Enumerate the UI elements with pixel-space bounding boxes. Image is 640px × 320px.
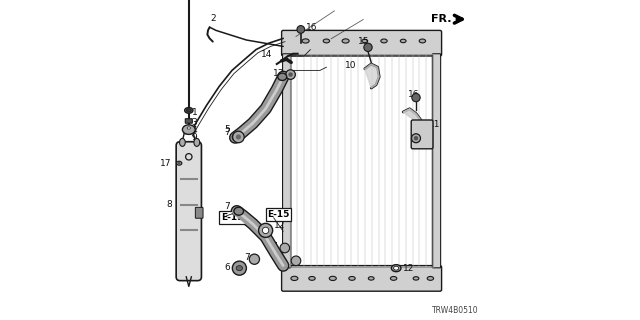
Text: 1: 1 [192, 108, 197, 116]
Text: 4: 4 [192, 126, 197, 135]
Ellipse shape [390, 276, 397, 280]
Ellipse shape [362, 39, 368, 43]
Ellipse shape [330, 276, 337, 281]
Ellipse shape [232, 133, 242, 141]
Text: 13: 13 [411, 133, 422, 142]
Text: 16: 16 [408, 90, 419, 99]
Text: TRW4B0510: TRW4B0510 [432, 306, 479, 315]
FancyBboxPatch shape [176, 142, 202, 281]
Ellipse shape [194, 139, 200, 147]
Circle shape [364, 43, 372, 52]
Text: 7: 7 [271, 242, 277, 251]
Text: 12: 12 [403, 264, 415, 273]
Circle shape [285, 70, 296, 79]
FancyBboxPatch shape [412, 120, 433, 149]
Circle shape [259, 223, 273, 237]
Circle shape [297, 26, 305, 33]
Text: FR.: FR. [431, 14, 452, 24]
Text: 13: 13 [273, 69, 285, 78]
Ellipse shape [185, 125, 193, 131]
Ellipse shape [419, 39, 426, 43]
Circle shape [288, 72, 293, 77]
FancyArrowPatch shape [454, 15, 462, 23]
Ellipse shape [349, 276, 355, 280]
Text: 2: 2 [210, 14, 216, 23]
Ellipse shape [428, 276, 434, 280]
Ellipse shape [234, 207, 244, 215]
Text: 7: 7 [224, 128, 230, 137]
Circle shape [414, 136, 419, 140]
Text: E-15: E-15 [221, 213, 243, 222]
Ellipse shape [309, 276, 315, 280]
Circle shape [412, 93, 420, 102]
Circle shape [412, 134, 420, 143]
FancyBboxPatch shape [186, 119, 192, 123]
Circle shape [291, 256, 301, 266]
Circle shape [280, 243, 290, 253]
Text: 6: 6 [225, 263, 230, 272]
Text: 9: 9 [192, 133, 197, 142]
Text: 12: 12 [274, 221, 285, 230]
Ellipse shape [323, 39, 330, 43]
Text: 14: 14 [260, 50, 272, 59]
Circle shape [232, 261, 246, 275]
Ellipse shape [381, 39, 387, 43]
Ellipse shape [236, 266, 243, 271]
Text: 11: 11 [429, 120, 440, 129]
Ellipse shape [342, 39, 349, 43]
Text: 3: 3 [192, 118, 197, 127]
Circle shape [178, 162, 180, 165]
Text: 16: 16 [306, 23, 317, 32]
Ellipse shape [278, 73, 287, 81]
FancyBboxPatch shape [282, 266, 442, 291]
Text: E-15: E-15 [268, 210, 289, 219]
Ellipse shape [185, 108, 193, 113]
Text: 7: 7 [244, 253, 250, 262]
Text: 8: 8 [166, 200, 172, 209]
Bar [291, 54, 433, 267]
Text: 10: 10 [346, 61, 357, 70]
Circle shape [262, 227, 269, 234]
Ellipse shape [188, 127, 191, 129]
Text: 15: 15 [358, 37, 370, 46]
Ellipse shape [291, 276, 298, 281]
Ellipse shape [182, 125, 195, 134]
Text: 5: 5 [224, 125, 230, 134]
FancyBboxPatch shape [433, 54, 440, 268]
Ellipse shape [413, 277, 419, 280]
Circle shape [249, 254, 260, 264]
Ellipse shape [401, 39, 406, 43]
Circle shape [233, 131, 244, 143]
Ellipse shape [179, 139, 186, 147]
Ellipse shape [302, 39, 309, 43]
Polygon shape [403, 109, 422, 126]
Circle shape [236, 134, 241, 140]
Ellipse shape [186, 109, 191, 112]
FancyBboxPatch shape [282, 30, 442, 56]
Ellipse shape [391, 265, 401, 272]
Ellipse shape [177, 161, 182, 165]
FancyBboxPatch shape [195, 207, 203, 218]
Ellipse shape [369, 277, 374, 280]
Polygon shape [365, 64, 380, 88]
Ellipse shape [394, 266, 399, 270]
Text: 17: 17 [160, 159, 172, 168]
Text: 7: 7 [224, 202, 230, 211]
FancyBboxPatch shape [283, 54, 291, 268]
